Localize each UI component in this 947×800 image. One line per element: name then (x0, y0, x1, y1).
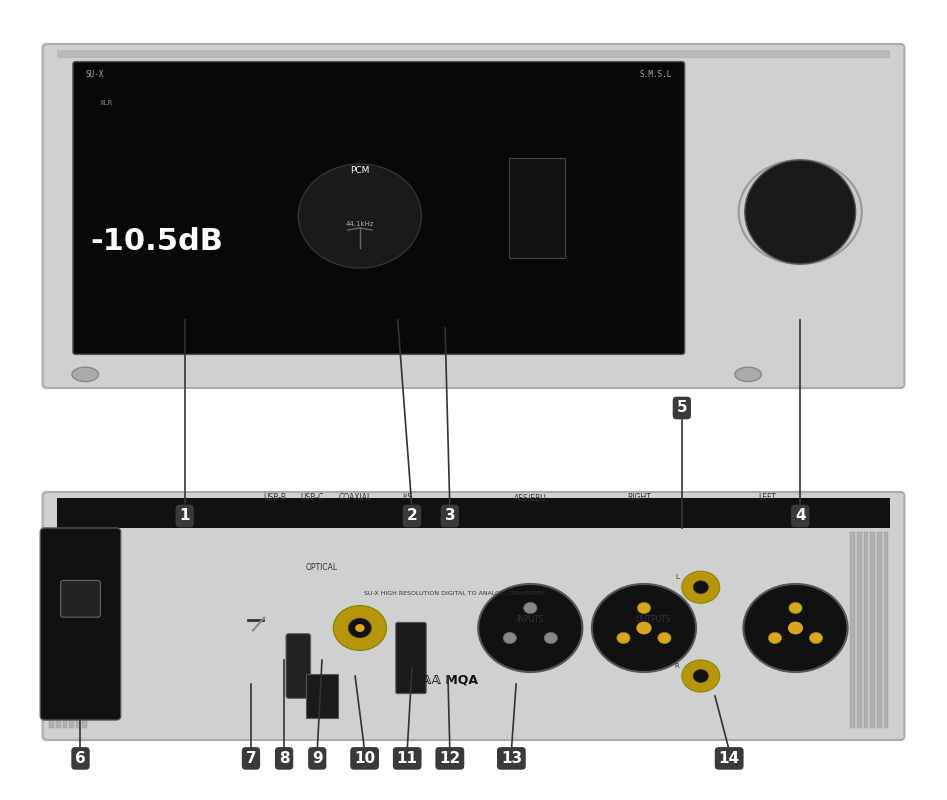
Circle shape (693, 581, 708, 594)
Circle shape (658, 632, 671, 643)
FancyBboxPatch shape (306, 674, 338, 718)
Circle shape (545, 632, 558, 643)
Circle shape (789, 602, 802, 614)
FancyBboxPatch shape (43, 44, 904, 388)
Text: 12: 12 (439, 751, 460, 766)
Text: S.M.S.L: S.M.S.L (640, 70, 672, 79)
Text: 44.1kHz: 44.1kHz (346, 221, 374, 227)
FancyBboxPatch shape (57, 50, 890, 58)
FancyBboxPatch shape (509, 158, 565, 258)
Text: L: L (675, 574, 679, 580)
FancyBboxPatch shape (76, 532, 80, 728)
Text: R: R (674, 663, 680, 669)
Text: 4: 4 (795, 509, 806, 523)
Circle shape (637, 602, 651, 614)
FancyBboxPatch shape (870, 532, 875, 728)
Circle shape (682, 660, 720, 692)
Text: SU-X HIGH RESOLUTION DIGITAL TO ANALOG CONVERTER: SU-X HIGH RESOLUTION DIGITAL TO ANALOG C… (364, 591, 545, 596)
FancyBboxPatch shape (877, 532, 882, 728)
Text: LEFT: LEFT (759, 493, 776, 502)
Circle shape (693, 670, 708, 682)
Circle shape (788, 622, 803, 634)
Circle shape (768, 632, 781, 643)
FancyBboxPatch shape (41, 528, 121, 720)
FancyBboxPatch shape (43, 492, 904, 740)
FancyBboxPatch shape (864, 532, 868, 728)
FancyBboxPatch shape (63, 532, 67, 728)
Circle shape (524, 602, 537, 614)
FancyBboxPatch shape (857, 532, 862, 728)
Text: RIGHT: RIGHT (627, 493, 652, 502)
Text: 6: 6 (75, 751, 86, 766)
Circle shape (298, 164, 421, 268)
Text: COAXIAL: COAXIAL (338, 493, 372, 502)
Text: 10: 10 (354, 751, 375, 766)
Circle shape (616, 632, 630, 643)
Ellipse shape (744, 160, 856, 264)
FancyBboxPatch shape (57, 498, 890, 528)
Text: 13: 13 (501, 751, 522, 766)
FancyBboxPatch shape (73, 62, 685, 354)
Ellipse shape (735, 367, 761, 382)
Text: USB-B: USB-B (263, 493, 286, 502)
Circle shape (333, 606, 386, 650)
FancyBboxPatch shape (884, 532, 888, 728)
FancyBboxPatch shape (69, 532, 74, 728)
Circle shape (682, 571, 720, 603)
Text: 5: 5 (676, 401, 688, 415)
Text: OPTICAL: OPTICAL (306, 563, 338, 573)
Circle shape (503, 632, 516, 643)
Text: 𝔸𝔸 MQA: 𝔸𝔸 MQA (421, 674, 478, 686)
Text: 9: 9 (312, 751, 323, 766)
FancyBboxPatch shape (82, 532, 87, 728)
FancyBboxPatch shape (56, 532, 61, 728)
Text: 14: 14 (719, 751, 740, 766)
Circle shape (348, 618, 371, 638)
Circle shape (636, 622, 652, 634)
Text: USB-C: USB-C (301, 493, 324, 502)
Text: I²S: I²S (402, 493, 412, 502)
Text: 3: 3 (444, 509, 456, 523)
FancyBboxPatch shape (396, 622, 426, 694)
FancyBboxPatch shape (286, 634, 311, 698)
Text: INPUTS: INPUTS (516, 615, 545, 625)
Text: AES/EBU: AES/EBU (514, 493, 546, 502)
FancyBboxPatch shape (850, 532, 855, 728)
Circle shape (478, 584, 582, 672)
FancyBboxPatch shape (49, 532, 54, 728)
Circle shape (739, 160, 862, 264)
Text: -10.5dB: -10.5dB (90, 227, 223, 256)
Circle shape (355, 624, 365, 632)
Text: 2: 2 (406, 509, 418, 523)
Circle shape (592, 584, 696, 672)
Text: SU-X: SU-X (85, 70, 104, 79)
Text: OUTPUTS: OUTPUTS (635, 615, 671, 625)
Text: PCM: PCM (350, 166, 369, 175)
Circle shape (810, 632, 823, 643)
Text: 1: 1 (179, 509, 190, 523)
FancyBboxPatch shape (61, 581, 100, 618)
Circle shape (743, 584, 848, 672)
Text: 11: 11 (397, 751, 418, 766)
Text: XLR: XLR (99, 100, 113, 106)
Text: 8: 8 (278, 751, 290, 766)
Text: 7: 7 (245, 751, 257, 766)
Ellipse shape (72, 367, 98, 382)
